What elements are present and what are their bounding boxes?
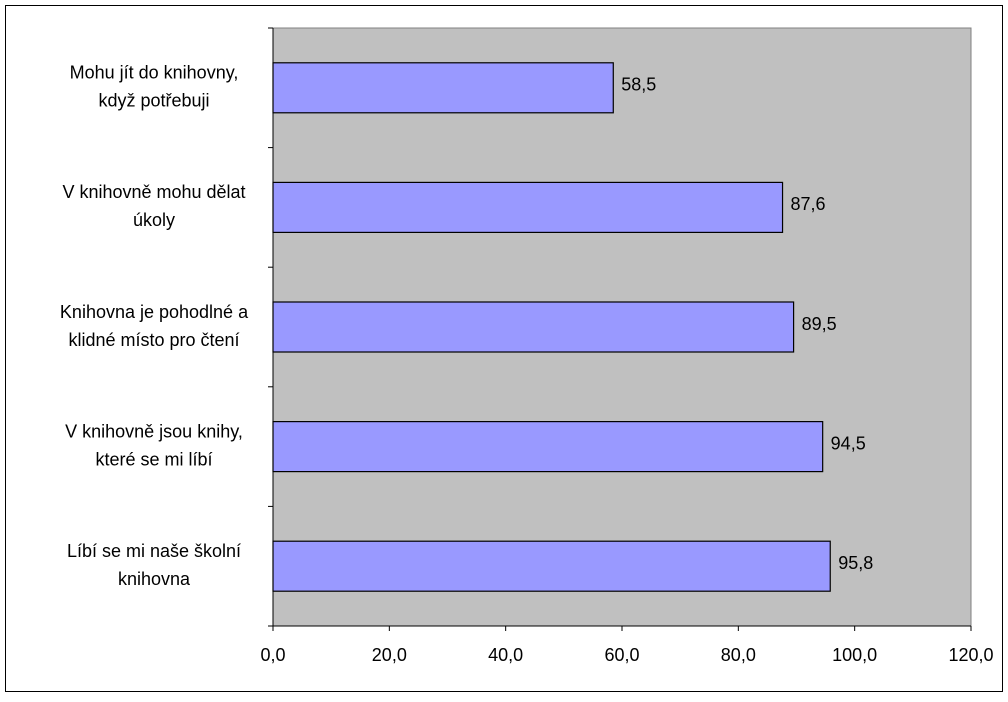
x-tick-label: 120,0 — [948, 645, 993, 665]
bar — [272, 62, 614, 114]
labels-group: 58,5 Mohu jít do knihovny, když potřebuji 8… — [60, 63, 994, 665]
x-tick-label: 20,0 — [372, 645, 407, 665]
data-label: 94,5 — [831, 433, 866, 453]
category-label: Knihovna je pohodlné a — [60, 302, 249, 322]
category-label: když potřebuji — [98, 91, 209, 111]
bar — [272, 301, 795, 353]
bar — [272, 421, 824, 473]
bar — [272, 540, 831, 592]
x-tick-label: 60,0 — [604, 645, 639, 665]
category-label: Líbí se mi naše školní — [67, 541, 241, 561]
x-tick-label: 0,0 — [260, 645, 285, 665]
bars-group — [272, 62, 831, 592]
data-label: 58,5 — [621, 75, 656, 95]
x-tick-label: 80,0 — [721, 645, 756, 665]
category-label: V knihovně jsou knihy, — [65, 421, 243, 441]
x-tick-label: 100,0 — [832, 645, 877, 665]
category-label: Mohu jít do knihovny, — [70, 63, 239, 83]
bar — [272, 181, 784, 233]
x-tick-label: 40,0 — [488, 645, 523, 665]
data-label: 87,6 — [791, 194, 826, 214]
category-label: úkoly — [133, 210, 175, 230]
category-label: klidné místo pro čtení — [68, 330, 239, 350]
data-label: 95,8 — [838, 553, 873, 573]
category-label: které se mi líbí — [95, 449, 212, 469]
category-label: V knihovně mohu dělat — [62, 182, 245, 202]
axes-group — [268, 27, 972, 631]
category-label: knihovna — [118, 569, 191, 589]
data-label: 89,5 — [802, 314, 837, 334]
